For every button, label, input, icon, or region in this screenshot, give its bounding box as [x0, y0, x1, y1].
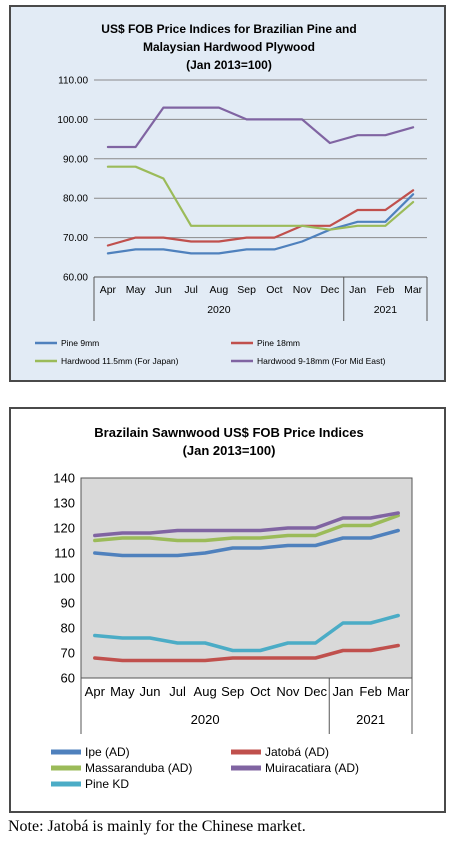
series-line	[93, 643, 400, 663]
y-tick-label: 80	[61, 621, 75, 636]
y-tick-label: 80.00	[63, 194, 88, 205]
legend-label: Muiracatiara (AD)	[265, 761, 359, 775]
x-tick-label: Oct	[250, 684, 271, 699]
x-tick-label: May	[110, 684, 135, 699]
x-tick-label: Sep	[221, 684, 244, 699]
x-tick-label: Mar	[404, 284, 423, 296]
sawnwood-chart: Brazilain Sawnwood US$ FOB Price Indices…	[51, 425, 413, 791]
x-tick-label: Aug	[210, 284, 229, 296]
x-tick-label: Sep	[237, 284, 256, 296]
y-tick-label: 90.00	[63, 154, 88, 165]
x-tick-label: Nov	[276, 684, 300, 699]
x-tick-label: Dec	[321, 284, 340, 296]
y-tick-label: 110.00	[58, 76, 88, 87]
footnote: Note: Jatobá is mainly for the Chinese m…	[8, 818, 306, 835]
x-tick-label: Jul	[169, 684, 186, 699]
year-group-label: 2021	[374, 304, 398, 316]
series-line	[106, 165, 415, 231]
legend-label: Pine KD	[85, 777, 129, 791]
x-tick-label: Jan	[333, 684, 354, 699]
year-group-label: 2020	[191, 712, 220, 727]
chart-title-line: US$ FOB Price Indices for Brazilian Pine…	[101, 22, 356, 36]
y-tick-label: 120	[53, 521, 75, 536]
legend-label: Pine 18mm	[257, 338, 300, 348]
year-group-label: 2021	[356, 712, 385, 727]
y-tick-label: 140	[53, 471, 75, 486]
x-tick-label: Nov	[293, 284, 312, 296]
x-tick-label: Feb	[359, 684, 381, 699]
x-tick-label: Oct	[266, 284, 282, 296]
y-tick-label: 70	[61, 646, 75, 661]
y-tick-label: 110	[54, 546, 75, 561]
x-tick-label: Feb	[376, 284, 394, 296]
x-tick-label: Jul	[184, 284, 197, 296]
series-line	[93, 613, 400, 653]
sawnwood-chart-panel: Brazilain Sawnwood US$ FOB Price Indices…	[9, 407, 446, 813]
x-tick-label: Jun	[155, 284, 172, 296]
legend-label: Hardwood 9-18mm (For Mid East)	[257, 356, 386, 366]
y-tick-label: 60	[61, 671, 75, 686]
y-tick-label: 70.00	[63, 233, 88, 244]
y-tick-label: 60.00	[63, 273, 88, 284]
legend-label: Ipe (AD)	[85, 745, 130, 759]
y-tick-label: 130	[53, 496, 75, 511]
x-tick-label: Apr	[85, 684, 106, 699]
series-line	[106, 106, 415, 149]
chart-title-line: (Jan 2013=100)	[183, 443, 276, 458]
series-line	[93, 511, 400, 538]
y-tick-label: 100	[53, 571, 75, 586]
x-tick-label: Aug	[194, 684, 217, 699]
x-tick-label: Dec	[304, 684, 328, 699]
chart-title-line: Brazilain Sawnwood US$ FOB Price Indices	[94, 425, 363, 440]
x-tick-label: May	[126, 284, 147, 296]
plot-area	[80, 477, 413, 679]
chart-title-line: (Jan 2013=100)	[186, 58, 272, 72]
legend-label: Hardwood 11.5mm (For Japan)	[61, 356, 179, 366]
legend-label: Pine 9mm	[61, 338, 99, 348]
series-line	[93, 528, 400, 558]
chart-title-line: Malaysian Hardwood Plywood	[143, 40, 315, 54]
x-tick-label: Apr	[100, 284, 117, 296]
plot-area	[94, 80, 427, 277]
x-tick-label: Jun	[139, 684, 160, 699]
legend-label: Jatobá (AD)	[265, 745, 329, 759]
series-line	[93, 513, 400, 543]
x-tick-label: Mar	[387, 684, 410, 699]
plywood-chart: US$ FOB Price Indices for Brazilian Pine…	[35, 22, 428, 366]
y-tick-label: 90	[61, 596, 75, 611]
y-tick-label: 100.00	[57, 115, 88, 126]
plywood-chart-panel: US$ FOB Price Indices for Brazilian Pine…	[9, 5, 446, 382]
x-tick-label: Jan	[349, 284, 366, 296]
series-line	[106, 189, 415, 247]
legend-label: Massaranduba (AD)	[85, 761, 192, 775]
series-line	[106, 193, 415, 255]
year-group-label: 2020	[207, 304, 231, 316]
